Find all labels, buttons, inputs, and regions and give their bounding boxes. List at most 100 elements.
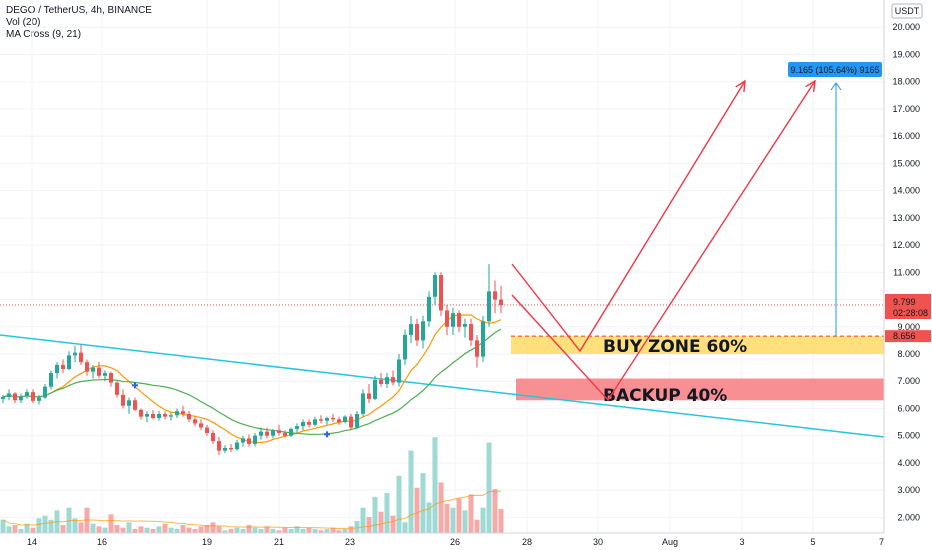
candle[interactable] bbox=[427, 291, 431, 327]
candle[interactable] bbox=[199, 419, 203, 431]
candle[interactable] bbox=[343, 415, 347, 424]
candle[interactable] bbox=[367, 383, 371, 404]
candle[interactable] bbox=[211, 430, 215, 444]
candle-body bbox=[109, 373, 113, 383]
candle[interactable] bbox=[469, 318, 473, 346]
candle[interactable] bbox=[355, 411, 359, 429]
candle[interactable] bbox=[1, 394, 5, 404]
candle[interactable] bbox=[385, 373, 389, 389]
candle[interactable] bbox=[253, 432, 257, 447]
candle[interactable] bbox=[295, 423, 299, 433]
candle[interactable] bbox=[19, 393, 23, 404]
candle[interactable] bbox=[319, 415, 323, 424]
candle[interactable] bbox=[163, 411, 167, 420]
candle[interactable] bbox=[247, 434, 251, 447]
price-axis-background[interactable] bbox=[884, 0, 932, 533]
candle[interactable] bbox=[259, 427, 263, 440]
projection-arrow-primary[interactable] bbox=[511, 80, 746, 353]
candle[interactable] bbox=[271, 428, 275, 439]
candle[interactable] bbox=[289, 427, 293, 438]
legend-volume[interactable]: Vol (20) bbox=[6, 17, 41, 28]
candle[interactable] bbox=[439, 272, 443, 316]
candle[interactable] bbox=[229, 443, 233, 453]
candle[interactable] bbox=[193, 416, 197, 427]
candle[interactable] bbox=[283, 430, 287, 438]
candle[interactable] bbox=[43, 383, 47, 399]
candle[interactable] bbox=[409, 315, 413, 344]
candle[interactable] bbox=[85, 359, 89, 376]
candle[interactable] bbox=[157, 411, 161, 421]
candle[interactable] bbox=[91, 364, 95, 379]
candle[interactable] bbox=[325, 416, 329, 425]
candle[interactable] bbox=[139, 408, 143, 420]
candle[interactable] bbox=[133, 397, 137, 412]
candle[interactable] bbox=[115, 381, 119, 398]
candle[interactable] bbox=[433, 272, 437, 305]
candle[interactable] bbox=[313, 416, 317, 427]
candle[interactable] bbox=[217, 437, 221, 455]
candle[interactable] bbox=[121, 389, 125, 409]
legend-symbol[interactable]: DEGO / TetherUS, 4h, BINANCE bbox=[6, 5, 152, 16]
candle[interactable] bbox=[349, 413, 353, 431]
candle[interactable] bbox=[397, 354, 401, 387]
candle[interactable] bbox=[445, 304, 449, 335]
candle[interactable] bbox=[175, 408, 179, 418]
candle[interactable] bbox=[187, 411, 191, 423]
backup-zone-rect[interactable] bbox=[516, 378, 884, 401]
candle[interactable] bbox=[373, 375, 377, 401]
candle[interactable] bbox=[277, 424, 281, 436]
candle[interactable] bbox=[379, 373, 383, 387]
candle[interactable] bbox=[109, 371, 113, 387]
candle[interactable] bbox=[361, 389, 365, 417]
measure-tool: 9.165 (105.64%) 9165 bbox=[788, 62, 882, 337]
candle[interactable] bbox=[73, 345, 77, 363]
candle[interactable] bbox=[169, 412, 173, 421]
buy-zone-rect[interactable] bbox=[511, 336, 884, 354]
candle[interactable] bbox=[13, 392, 17, 404]
candle[interactable] bbox=[481, 315, 485, 363]
candle[interactable] bbox=[475, 334, 479, 368]
candle[interactable] bbox=[151, 409, 155, 420]
volume-bar bbox=[360, 507, 366, 533]
candle[interactable] bbox=[67, 351, 71, 371]
volume-bar bbox=[462, 510, 468, 533]
candle[interactable] bbox=[241, 435, 245, 447]
candle[interactable] bbox=[463, 318, 467, 338]
candle[interactable] bbox=[487, 264, 491, 327]
candle[interactable] bbox=[145, 411, 149, 423]
candle[interactable] bbox=[31, 389, 35, 404]
candle[interactable] bbox=[403, 329, 407, 365]
candle-body bbox=[115, 382, 119, 395]
candle[interactable] bbox=[337, 416, 341, 425]
candle[interactable] bbox=[223, 445, 227, 454]
candle[interactable] bbox=[421, 315, 425, 349]
candle[interactable] bbox=[307, 419, 311, 428]
candle[interactable] bbox=[301, 419, 305, 431]
candle[interactable] bbox=[415, 318, 419, 346]
candle[interactable] bbox=[181, 405, 185, 417]
candle[interactable] bbox=[103, 370, 107, 382]
candle[interactable] bbox=[499, 285, 503, 314]
candle[interactable] bbox=[37, 394, 41, 405]
candle[interactable] bbox=[79, 344, 83, 365]
candle[interactable] bbox=[451, 307, 455, 335]
candle[interactable] bbox=[97, 362, 101, 379]
candle[interactable] bbox=[205, 424, 209, 436]
candle[interactable] bbox=[7, 389, 11, 401]
candle[interactable] bbox=[331, 413, 335, 423]
candle[interactable] bbox=[493, 280, 497, 314]
candle[interactable] bbox=[265, 427, 269, 439]
candle[interactable] bbox=[25, 389, 29, 399]
candle[interactable] bbox=[127, 397, 131, 414]
candle[interactable] bbox=[457, 310, 461, 333]
candle[interactable] bbox=[49, 370, 53, 390]
projection-arrow-backup[interactable] bbox=[511, 80, 816, 402]
candle[interactable] bbox=[61, 359, 65, 374]
legend-ma-cross[interactable]: MA Cross (9, 21) bbox=[6, 29, 82, 40]
candle[interactable] bbox=[391, 370, 395, 386]
volume-bar bbox=[84, 507, 90, 533]
candle[interactable] bbox=[55, 362, 59, 379]
candle[interactable] bbox=[235, 439, 239, 451]
trendline[interactable] bbox=[0, 334, 885, 438]
